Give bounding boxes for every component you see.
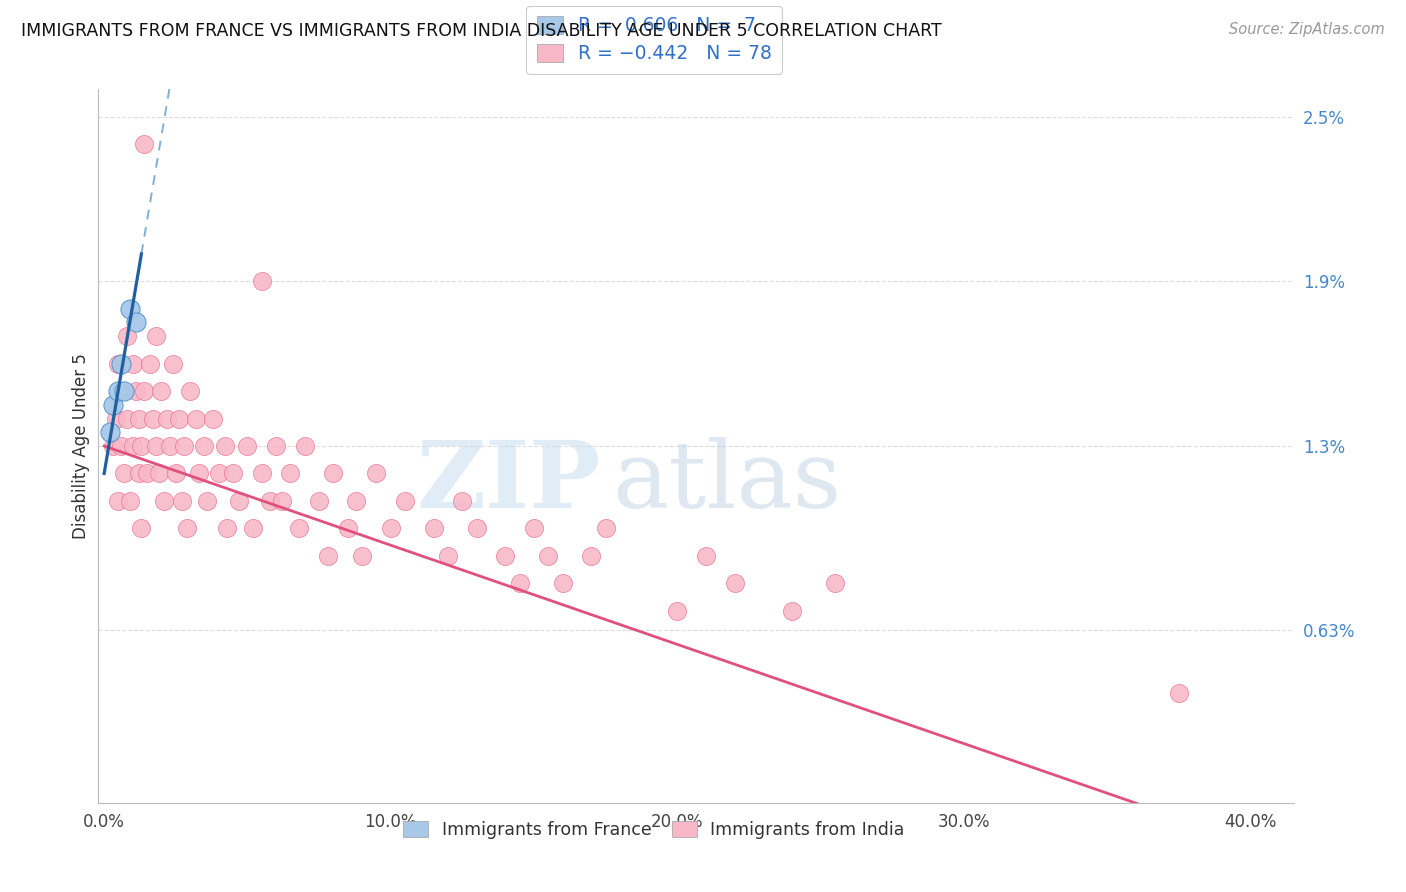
- Point: [139, 357, 162, 371]
- Point: [104, 411, 127, 425]
- Point: [134, 137, 156, 152]
- Point: [595, 521, 617, 535]
- Point: [780, 604, 803, 618]
- Point: [179, 384, 201, 398]
- Point: [551, 576, 574, 591]
- Point: [112, 467, 135, 481]
- Point: [128, 467, 150, 481]
- Point: [121, 439, 143, 453]
- Point: [451, 494, 474, 508]
- Point: [148, 467, 170, 481]
- Point: [322, 467, 344, 481]
- Point: [156, 411, 179, 425]
- Point: [107, 494, 129, 508]
- Point: [167, 411, 190, 425]
- Point: [259, 494, 281, 508]
- Y-axis label: Disability Age Under 5: Disability Age Under 5: [72, 353, 90, 539]
- Point: [394, 494, 416, 508]
- Point: [118, 301, 141, 316]
- Point: [724, 576, 747, 591]
- Point: [294, 439, 316, 453]
- Point: [101, 398, 124, 412]
- Legend: Immigrants from France, Immigrants from India: Immigrants from France, Immigrants from …: [395, 812, 914, 847]
- Point: [523, 521, 546, 535]
- Point: [110, 357, 132, 371]
- Point: [124, 384, 146, 398]
- Point: [165, 467, 187, 481]
- Point: [250, 467, 273, 481]
- Point: [537, 549, 560, 563]
- Text: Source: ZipAtlas.com: Source: ZipAtlas.com: [1229, 22, 1385, 37]
- Point: [581, 549, 603, 563]
- Point: [115, 329, 138, 343]
- Point: [170, 494, 193, 508]
- Point: [222, 467, 245, 481]
- Point: [159, 439, 181, 453]
- Point: [380, 521, 402, 535]
- Point: [250, 274, 273, 288]
- Point: [236, 439, 259, 453]
- Point: [136, 467, 159, 481]
- Point: [145, 329, 167, 343]
- Point: [112, 384, 135, 398]
- Point: [695, 549, 717, 563]
- Point: [173, 439, 195, 453]
- Text: ZIP: ZIP: [416, 437, 600, 526]
- Point: [509, 576, 531, 591]
- Point: [98, 425, 121, 440]
- Point: [131, 439, 153, 453]
- Point: [124, 316, 146, 330]
- Point: [1167, 686, 1189, 700]
- Point: [214, 439, 236, 453]
- Point: [242, 521, 264, 535]
- Point: [270, 494, 292, 508]
- Point: [352, 549, 374, 563]
- Point: [121, 357, 143, 371]
- Point: [176, 521, 198, 535]
- Point: [153, 494, 176, 508]
- Point: [288, 521, 311, 535]
- Point: [115, 411, 138, 425]
- Text: IMMIGRANTS FROM FRANCE VS IMMIGRANTS FROM INDIA DISABILITY AGE UNDER 5 CORRELATI: IMMIGRANTS FROM FRANCE VS IMMIGRANTS FRO…: [21, 22, 942, 40]
- Point: [110, 439, 132, 453]
- Point: [217, 521, 239, 535]
- Point: [107, 357, 129, 371]
- Point: [494, 549, 516, 563]
- Point: [308, 494, 330, 508]
- Point: [195, 494, 218, 508]
- Point: [101, 439, 124, 453]
- Point: [264, 439, 287, 453]
- Point: [142, 411, 165, 425]
- Point: [162, 357, 184, 371]
- Point: [208, 467, 231, 481]
- Point: [134, 384, 156, 398]
- Point: [128, 411, 150, 425]
- Point: [184, 411, 207, 425]
- Point: [202, 411, 225, 425]
- Point: [465, 521, 488, 535]
- Point: [193, 439, 215, 453]
- Point: [422, 521, 444, 535]
- Point: [437, 549, 460, 563]
- Text: atlas: atlas: [613, 437, 842, 526]
- Point: [666, 604, 689, 618]
- Point: [316, 549, 339, 563]
- Point: [280, 467, 302, 481]
- Point: [366, 467, 388, 481]
- Point: [131, 521, 153, 535]
- Point: [145, 439, 167, 453]
- Point: [336, 521, 359, 535]
- Point: [150, 384, 173, 398]
- Point: [118, 494, 141, 508]
- Point: [344, 494, 367, 508]
- Point: [187, 467, 209, 481]
- Point: [824, 576, 846, 591]
- Point: [107, 384, 129, 398]
- Point: [228, 494, 250, 508]
